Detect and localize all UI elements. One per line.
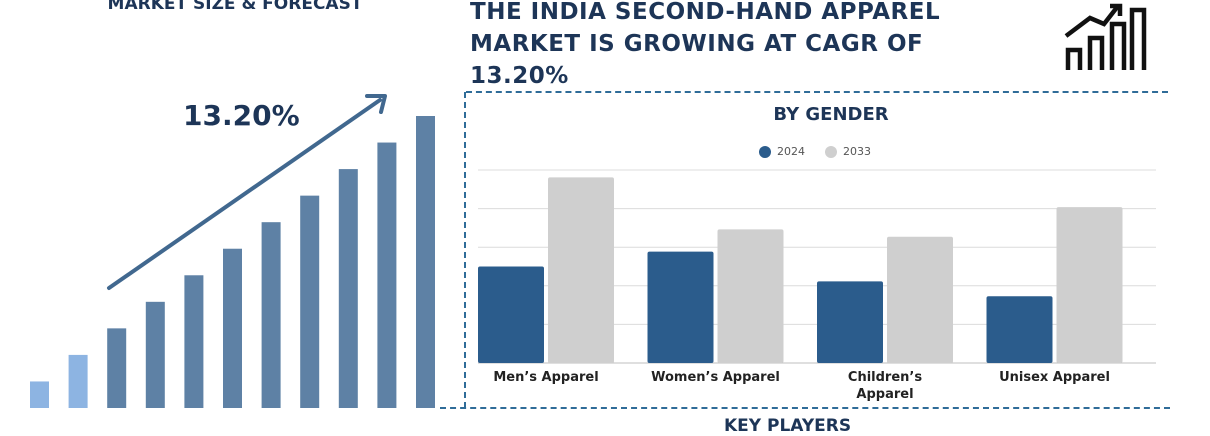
category-label: Men’s Apparel bbox=[468, 369, 624, 386]
growth-chart-icon bbox=[1064, 3, 1147, 70]
key-players-title: KEY PLAYERS bbox=[724, 416, 852, 436]
forecast-bar bbox=[30, 381, 49, 408]
separator-top bbox=[466, 91, 1168, 93]
forecast-bar bbox=[184, 275, 204, 408]
headline-line-1: THE INDIA SECOND-HAND APPAREL bbox=[470, 0, 941, 25]
forecast-bar bbox=[416, 116, 435, 408]
growth-arrow-head bbox=[365, 94, 387, 114]
bar-2033-3 bbox=[1056, 207, 1123, 363]
forecast-bar bbox=[68, 354, 88, 408]
category-label: Children’s Apparel bbox=[807, 369, 963, 403]
separator-bottom bbox=[440, 407, 1170, 409]
bar-2033-2 bbox=[887, 236, 953, 363]
headline-line-3: 13.20% bbox=[470, 63, 569, 89]
headline-line-2: MARKET IS GROWING AT CAGR OF bbox=[470, 31, 924, 57]
forecast-bar bbox=[377, 142, 397, 408]
category-label-line: Men’s Apparel bbox=[493, 370, 599, 385]
separator-vertical bbox=[464, 92, 466, 408]
legend-swatch-2033 bbox=[825, 145, 837, 158]
category-label: Women’s Apparel bbox=[638, 369, 794, 386]
legend-swatch-2024 bbox=[759, 145, 771, 158]
forecast-bar bbox=[145, 301, 165, 408]
bar-2024-3 bbox=[986, 296, 1053, 363]
category-label: Unisex Apparel bbox=[977, 369, 1133, 386]
category-label-line: Children’s bbox=[847, 370, 923, 385]
category-label-line: Unisex Apparel bbox=[999, 370, 1110, 385]
legend-item-2033: 2033 bbox=[825, 145, 871, 158]
forecast-bar bbox=[223, 248, 242, 408]
forecast-bar bbox=[107, 328, 127, 408]
forecast-bar bbox=[338, 169, 358, 408]
legend-item-2024: 2024 bbox=[759, 145, 805, 158]
market-size-chart bbox=[30, 94, 435, 408]
bar-2024-1 bbox=[647, 251, 714, 363]
headline: THE INDIA SECOND-HAND APPAREL MARKET IS … bbox=[470, 0, 1030, 92]
forecast-bar bbox=[261, 222, 281, 408]
category-label-line: Apparel bbox=[856, 387, 914, 402]
chart-title: BY GENDER bbox=[773, 104, 889, 125]
legend-label-2024: 2024 bbox=[777, 145, 805, 158]
bar-2024-0 bbox=[478, 266, 544, 363]
market-size-title: MARKET SIZE & FORECAST bbox=[107, 0, 363, 14]
forecast-bar bbox=[300, 195, 320, 408]
bar-2033-1 bbox=[717, 229, 784, 363]
cagr-label: 13.20% bbox=[183, 99, 300, 132]
growth-arrow-line bbox=[107, 98, 382, 290]
gender-bar-chart bbox=[478, 169, 1156, 364]
category-label-line: Women’s Apparel bbox=[651, 370, 780, 385]
bar-2033-0 bbox=[548, 177, 614, 363]
legend-label-2033: 2033 bbox=[843, 145, 871, 158]
bar-2024-2 bbox=[817, 281, 883, 363]
